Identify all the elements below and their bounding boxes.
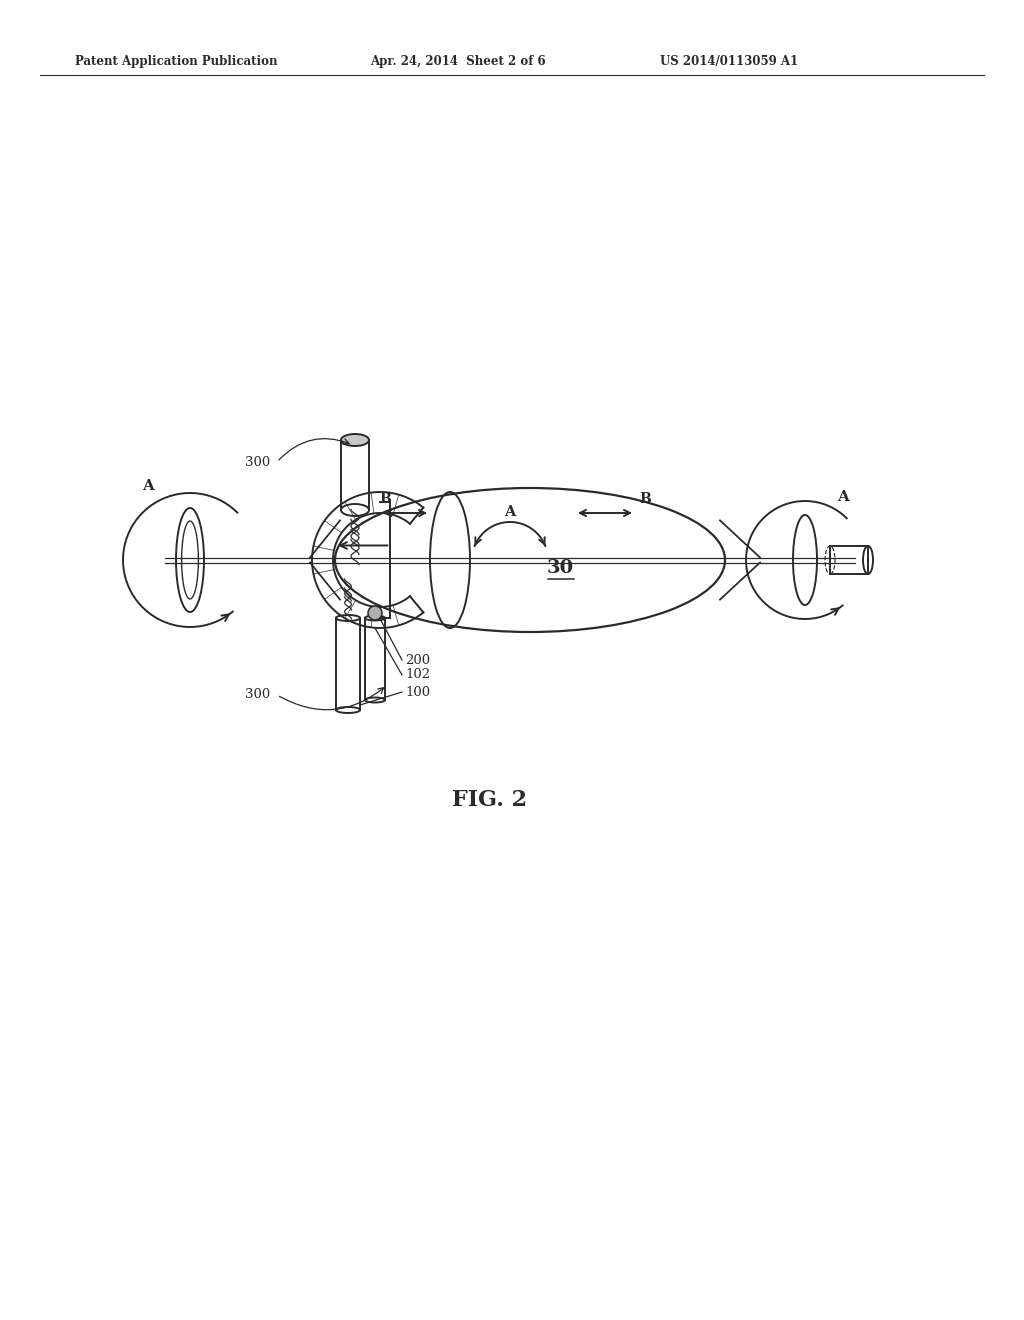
Text: A: A (837, 490, 849, 504)
Text: 100: 100 (406, 685, 430, 698)
Text: 200: 200 (406, 653, 430, 667)
Bar (830, 546, 868, 574)
Text: FIG. 2: FIG. 2 (453, 789, 527, 810)
Text: 300: 300 (245, 455, 270, 469)
Text: A: A (142, 479, 154, 492)
Text: 300: 300 (245, 689, 270, 701)
Text: Apr. 24, 2014  Sheet 2 of 6: Apr. 24, 2014 Sheet 2 of 6 (370, 55, 546, 69)
Ellipse shape (341, 434, 369, 446)
Text: 30: 30 (547, 558, 573, 577)
Text: 102: 102 (406, 668, 430, 681)
Circle shape (368, 606, 382, 620)
Text: A: A (504, 506, 516, 519)
Text: B: B (379, 492, 391, 506)
Text: Patent Application Publication: Patent Application Publication (75, 55, 278, 69)
Text: B: B (639, 492, 651, 506)
Text: US 2014/0113059 A1: US 2014/0113059 A1 (660, 55, 798, 69)
